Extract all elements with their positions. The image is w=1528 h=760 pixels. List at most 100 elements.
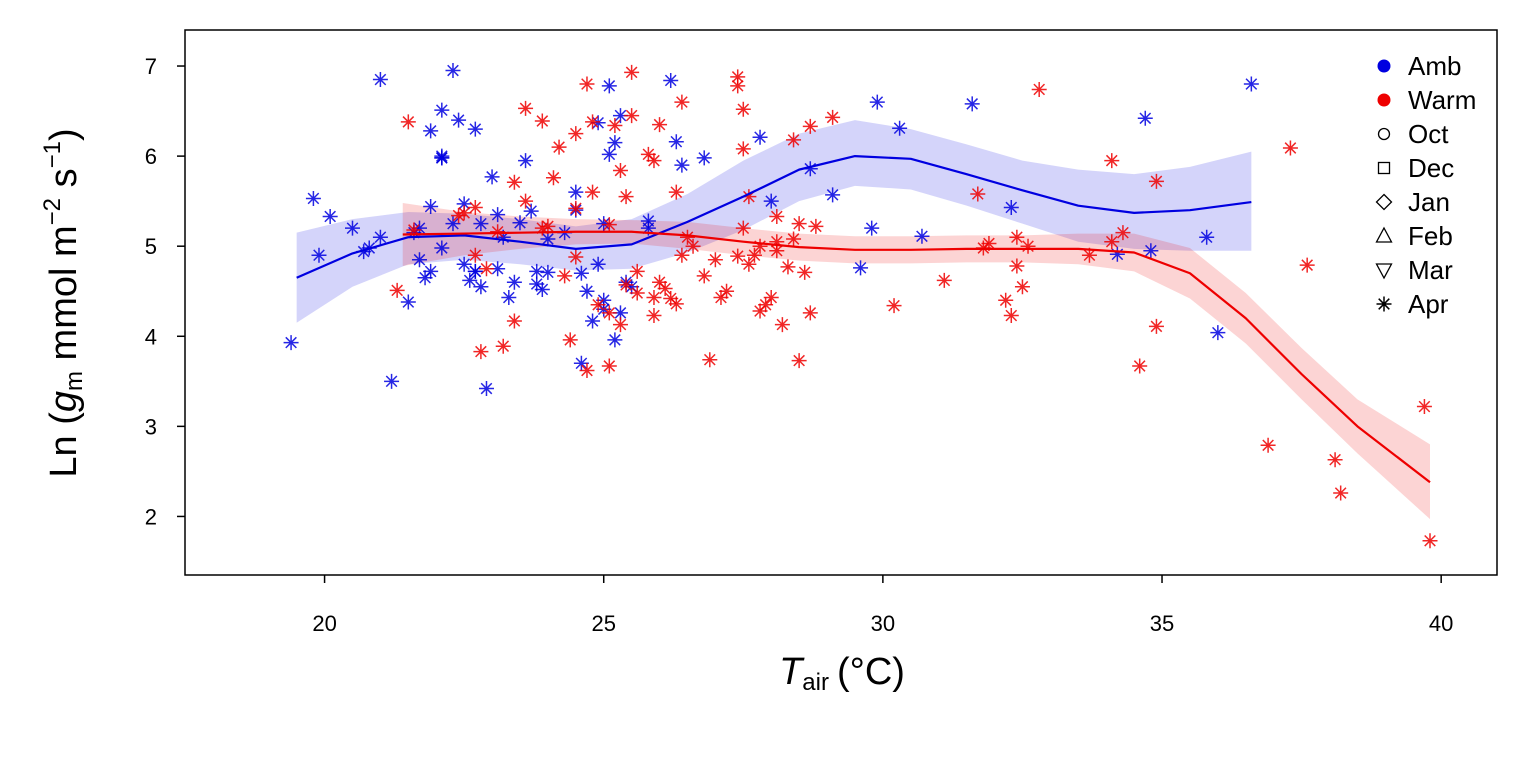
data-point-amb-feb — [696, 150, 712, 166]
y-tick-label: 7 — [145, 54, 157, 79]
data-point-warm-dec — [780, 259, 796, 275]
data-point-warm-dec — [657, 281, 673, 297]
x-axis-title-main: T — [779, 651, 805, 693]
data-point-amb-oct — [640, 220, 656, 236]
y-tick-label: 3 — [145, 414, 157, 439]
data-point-warm-dec — [741, 256, 757, 272]
data-point-warm-dec — [786, 231, 802, 247]
data-point-warm-apr — [451, 208, 467, 224]
data-point-amb-dec — [473, 216, 489, 232]
data-point-amb-jan — [1003, 199, 1019, 215]
y-axis-title-sub: m — [61, 371, 88, 391]
data-point-warm-dec — [702, 352, 718, 368]
data-point-amb-dec — [451, 112, 467, 128]
data-point-warm-jan — [1115, 225, 1131, 241]
legend-marker-oct — [1377, 127, 1391, 141]
data-point-warm-apr — [467, 199, 483, 215]
data-point-amb-apr — [305, 190, 321, 206]
x-axis: 20 25 30 35 40 — [312, 575, 1453, 636]
data-point-warm-jan — [1081, 247, 1097, 263]
data-point-amb-dec — [523, 203, 539, 219]
data-point-warm-oct — [585, 114, 601, 130]
x-tick-label: 40 — [1429, 611, 1453, 636]
data-point-warm-dec — [685, 238, 701, 254]
data-point-warm-dec — [746, 247, 762, 263]
data-point-warm-oct — [752, 303, 768, 319]
data-point-amb-jan — [1137, 110, 1153, 126]
data-point-warm-dec — [646, 290, 662, 306]
y-axis-title-unit: mmol m — [43, 225, 85, 371]
data-point-warm-apr — [579, 363, 595, 379]
data-point-amb-feb — [663, 72, 679, 88]
confidence-band-warm — [402, 202, 1431, 520]
data-point-warm-apr — [601, 358, 617, 374]
data-point-warm-apr — [456, 205, 472, 221]
data-point-warm-dec — [763, 290, 779, 306]
data-point-warm-dec — [797, 264, 813, 280]
legend-label-warm: Warm — [1408, 85, 1476, 115]
data-point-warm-mar — [1014, 279, 1030, 295]
data-point-warm-oct — [585, 184, 601, 200]
data-point-warm-apr — [590, 297, 606, 313]
legend-label-dec: Dec — [1408, 153, 1454, 183]
y-tick-label: 2 — [145, 504, 157, 529]
data-point-warm-mar — [1009, 258, 1025, 274]
data-point-warm-dec — [730, 248, 746, 264]
data-point-amb-mar — [668, 134, 684, 150]
data-point-amb-jan — [802, 161, 818, 177]
data-point-amb-jan — [864, 220, 880, 236]
x-axis-title: Tair (°C) — [779, 651, 905, 696]
legend-label-apr: Apr — [1408, 289, 1449, 319]
data-point-amb-apr — [311, 247, 327, 263]
data-point-warm-jan — [1333, 485, 1349, 501]
legend-marker-dec — [1377, 161, 1391, 175]
data-point-amb-dec — [540, 231, 556, 247]
data-point-amb-oct — [596, 216, 612, 232]
data-point-warm-oct — [506, 174, 522, 190]
data-point-warm-apr — [400, 114, 416, 130]
data-point-amb-dec — [612, 305, 628, 321]
y-axis-title-s: s — [43, 168, 85, 198]
data-point-amb-dec — [456, 196, 472, 212]
data-point-warm-oct — [490, 224, 506, 240]
data-point-amb-apr — [423, 123, 439, 139]
legend-label-oct: Oct — [1408, 119, 1449, 149]
plot-frame — [184, 29, 1498, 576]
data-point-warm-jan — [1104, 234, 1120, 250]
data-point-amb-mar — [869, 94, 885, 110]
data-point-warm-dec — [791, 216, 807, 232]
data-point-warm-mar — [825, 109, 841, 125]
data-point-warm-dec — [735, 220, 751, 236]
fit-line-amb — [296, 155, 1252, 279]
data-point-warm-apr — [518, 100, 534, 116]
data-point-amb-dec — [540, 264, 556, 280]
data-point-warm-mar — [735, 141, 751, 157]
legend-swatch-amb — [1377, 59, 1391, 73]
data-point-warm-apr — [551, 139, 567, 155]
fit-line-warm — [402, 230, 1431, 484]
data-point-amb-apr — [344, 220, 360, 236]
data-point-amb-apr — [434, 102, 450, 118]
data-point-amb-dec — [501, 290, 517, 306]
data-point-amb-dec — [601, 146, 617, 162]
data-point-warm-dec — [668, 296, 684, 312]
data-point-warm-apr — [568, 126, 584, 142]
data-point-warm-oct — [786, 132, 802, 148]
data-point-amb-dec — [400, 294, 416, 310]
data-point-amb-jan — [914, 228, 930, 244]
data-point-warm-dec — [802, 305, 818, 321]
y-axis-title: Ln (gm mmol m−2 s−1) — [39, 128, 88, 477]
data-point-warm-jan — [1104, 153, 1120, 169]
data-point-warm-dec — [668, 184, 684, 200]
x-tick-label: 20 — [312, 611, 336, 636]
legend-marker-mar — [1375, 263, 1393, 280]
data-point-amb-dec — [607, 332, 623, 348]
y-tick-label: 6 — [145, 144, 157, 169]
data-point-warm-oct — [545, 170, 561, 186]
data-point-warm-jan — [1260, 437, 1276, 453]
data-point-warm-jan — [1031, 81, 1047, 97]
data-point-amb-oct — [752, 129, 768, 145]
data-point-warm-apr — [473, 344, 489, 360]
data-point-warm-dec — [652, 274, 668, 290]
x-tick-label: 25 — [591, 611, 615, 636]
